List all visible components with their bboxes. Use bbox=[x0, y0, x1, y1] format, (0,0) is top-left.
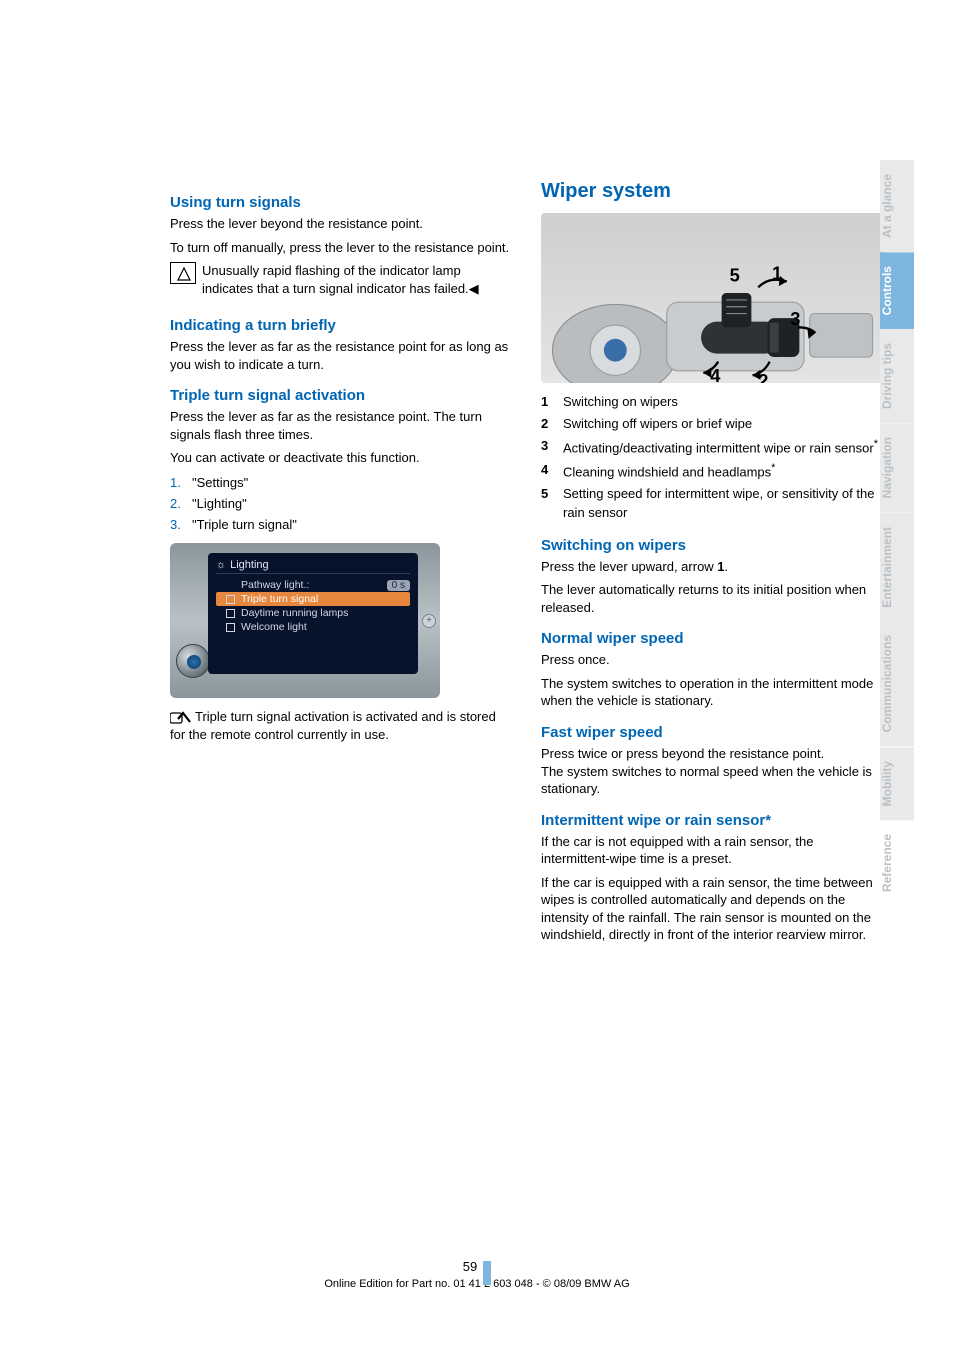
paragraph: Press the lever upward, arrow 1. bbox=[541, 558, 884, 576]
idrive-row: Welcome light bbox=[216, 620, 410, 634]
idrive-row-label: Pathway light.: bbox=[241, 579, 309, 591]
idrive-header-label: Lighting bbox=[230, 559, 269, 571]
content-columns: Using turn signals Press the lever beyon… bbox=[170, 180, 884, 950]
footer-line: Online Edition for Part no. 01 41 2 603 … bbox=[0, 1278, 954, 1290]
left-column: Using turn signals Press the lever beyon… bbox=[170, 180, 513, 950]
heading-normal-speed: Normal wiper speed bbox=[541, 630, 884, 647]
idrive-row: Pathway light.: 0 s bbox=[216, 578, 410, 592]
steps-list: 1."Settings" 2."Lighting" 3."Triple turn… bbox=[170, 473, 513, 535]
footnote-mark: * bbox=[874, 438, 878, 450]
side-tabs: At a glance Controls Driving tips Naviga… bbox=[880, 160, 914, 906]
paragraph-text: . bbox=[725, 559, 729, 574]
svg-text:3: 3 bbox=[790, 308, 800, 329]
svg-text:4: 4 bbox=[710, 365, 721, 383]
paragraph: To turn off manually, press the lever to… bbox=[170, 239, 513, 257]
paragraph: The lever automatically returns to its i… bbox=[541, 581, 884, 616]
paragraph: You can activate or deactivate this func… bbox=[170, 449, 513, 467]
idrive-knob-icon bbox=[176, 644, 210, 678]
list-item: 5Setting speed for intermittent wipe, or… bbox=[541, 485, 884, 523]
idrive-screen: ☼ Lighting Pathway light.: 0 s Triple tu… bbox=[208, 553, 418, 674]
sun-icon: ☼ bbox=[216, 559, 226, 571]
page: Using turn signals Press the lever beyon… bbox=[0, 0, 954, 1350]
right-column: Wiper system bbox=[541, 180, 884, 950]
list-item: 2."Lighting" bbox=[170, 494, 513, 515]
end-mark-icon: ◀ bbox=[469, 280, 479, 298]
tab-controls[interactable]: Controls bbox=[880, 252, 914, 329]
legend-label: Activating/deactivating intermittent wip… bbox=[563, 440, 874, 455]
warning-block: Unusually rapid flashing of the indicato… bbox=[170, 262, 513, 297]
warning-triangle-icon bbox=[170, 262, 196, 284]
idrive-row-selected: Triple turn signal bbox=[216, 592, 410, 606]
idrive-row: Daytime running lamps bbox=[216, 606, 410, 620]
tab-at-a-glance[interactable]: At a glance bbox=[880, 160, 914, 252]
paragraph: Triple turn signal activation is activat… bbox=[170, 708, 513, 743]
paragraph: The system switches to normal speed when… bbox=[541, 763, 884, 798]
svg-text:2: 2 bbox=[758, 370, 768, 383]
idrive-row-label: Triple turn signal bbox=[241, 593, 318, 605]
checkbox-icon bbox=[226, 595, 235, 604]
footnote-mark: * bbox=[771, 462, 775, 474]
tab-navigation[interactable]: Navigation bbox=[880, 423, 914, 512]
idrive-badge: 0 s bbox=[387, 580, 410, 591]
section-title-wiper: Wiper system bbox=[541, 180, 884, 203]
idrive-screenshot: + ☼ Lighting Pathway light.: 0 s Triple … bbox=[170, 543, 440, 698]
list-item: 3."Triple turn signal" bbox=[170, 515, 513, 536]
inline-bold: 1 bbox=[717, 559, 724, 574]
heading-triple-turn-signal: Triple turn signal activation bbox=[170, 387, 513, 404]
paragraph: Press the lever as far as the resistance… bbox=[170, 408, 513, 443]
tab-driving-tips[interactable]: Driving tips bbox=[880, 329, 914, 423]
page-footer: 59 Online Edition for Part no. 01 41 2 6… bbox=[0, 1258, 954, 1290]
idrive-header: ☼ Lighting bbox=[216, 559, 410, 574]
tab-entertainment[interactable]: Entertainment bbox=[880, 513, 914, 622]
legend-label: Cleaning windshield and headlamps bbox=[563, 464, 771, 479]
heading-intermittent: Intermittent wipe or rain sensor* bbox=[541, 812, 884, 829]
paragraph: If the car is equipped with a rain senso… bbox=[541, 874, 884, 944]
paragraph-text: Triple turn signal activation is activat… bbox=[170, 709, 496, 742]
heading-fast-speed: Fast wiper speed bbox=[541, 724, 884, 741]
list-item: 1."Settings" bbox=[170, 473, 513, 494]
list-item: 1Switching on wipers bbox=[541, 393, 884, 412]
list-item: 3Activating/deactivating intermittent wi… bbox=[541, 437, 884, 458]
paragraph-text: Press the lever upward, arrow bbox=[541, 559, 717, 574]
warning-text: Unusually rapid flashing of the indicato… bbox=[202, 263, 469, 296]
svg-text:5: 5 bbox=[730, 265, 740, 286]
paragraph: Press twice or press beyond the resistan… bbox=[541, 745, 884, 763]
idrive-side-button-icon: + bbox=[422, 614, 436, 628]
figure-legend: 1Switching on wipers 2Switching off wipe… bbox=[541, 393, 884, 523]
tab-communications[interactable]: Communications bbox=[880, 621, 914, 746]
legend-label: Setting speed for intermittent wipe, or … bbox=[563, 486, 874, 520]
paragraph: If the car is not equipped with a rain s… bbox=[541, 833, 884, 868]
idrive-row-label: Daytime running lamps bbox=[241, 607, 348, 619]
idrive-row-label: Welcome light bbox=[241, 621, 307, 633]
personal-profile-icon bbox=[170, 710, 192, 726]
step-label: "Settings" bbox=[192, 475, 248, 490]
checkbox-icon bbox=[226, 609, 235, 618]
heading-switching-on: Switching on wipers bbox=[541, 537, 884, 554]
tab-reference[interactable]: Reference bbox=[880, 820, 914, 906]
paragraph: The system switches to operation in the … bbox=[541, 675, 884, 710]
svg-text:1: 1 bbox=[772, 262, 782, 283]
paragraph: Press the lever beyond the resistance po… bbox=[170, 215, 513, 233]
list-item: 4Cleaning windshield and headlamps* bbox=[541, 461, 884, 482]
paragraph: Press the lever as far as the resistance… bbox=[170, 338, 513, 373]
page-number: 59 bbox=[463, 1259, 491, 1274]
step-label: "Lighting" bbox=[192, 496, 247, 511]
step-label: "Triple turn signal" bbox=[192, 517, 297, 532]
checkbox-icon bbox=[226, 623, 235, 632]
legend-label: Switching off wipers or brief wipe bbox=[563, 416, 752, 431]
heading-indicating-briefly: Indicating a turn briefly bbox=[170, 317, 513, 334]
legend-label: Switching on wipers bbox=[563, 394, 678, 409]
paragraph: Press once. bbox=[541, 651, 884, 669]
wiper-figure: 5 1 3 2 4 bbox=[541, 213, 884, 383]
tab-mobility[interactable]: Mobility bbox=[880, 747, 914, 820]
list-item: 2Switching off wipers or brief wipe bbox=[541, 415, 884, 434]
heading-using-turn-signals: Using turn signals bbox=[170, 194, 513, 211]
